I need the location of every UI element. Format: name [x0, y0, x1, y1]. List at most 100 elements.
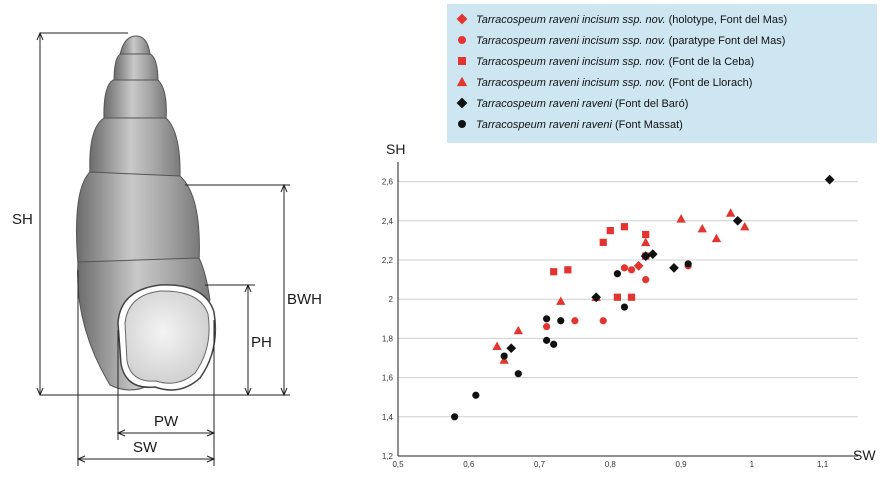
y-tick-label: 1,2 [382, 452, 394, 461]
data-point-triangle [697, 223, 707, 233]
series [492, 208, 750, 364]
legend-label: Tarracospeum raveni raveni (Font del Bar… [476, 98, 688, 110]
legend-marker-circle [458, 36, 466, 44]
data-point-circle [514, 370, 522, 378]
legend-species: Tarracospeum raveni incisum ssp. nov. [476, 56, 669, 68]
series [451, 260, 692, 421]
data-point-diamond [506, 343, 517, 354]
legend-marker-diamond [456, 13, 468, 25]
data-point-circle [599, 317, 607, 325]
sh-dimension [36, 31, 210, 397]
series [550, 223, 650, 301]
data-point-diamond [633, 261, 644, 271]
data-point-circle [543, 315, 551, 323]
data-point-square [599, 238, 607, 246]
legend-marker-triangle [456, 76, 468, 87]
legend-marker-diamond [456, 97, 468, 109]
legend-item: Tarracospeum raveni incisum ssp. nov. (F… [458, 56, 754, 68]
data-point-square [606, 227, 614, 235]
x-tick-label: 0,9 [676, 460, 688, 469]
legend-items: Tarracospeum raveni incisum ssp. nov. (h… [456, 13, 787, 131]
legend-label: Tarracospeum raveni incisum ssp. nov. (F… [476, 77, 752, 89]
data-point-diamond [647, 249, 658, 259]
x-axis-title: SW [853, 447, 876, 463]
bwh-label: BWH [287, 291, 322, 308]
x-tick-labels: 0,5 0,6 0,7 0,8 0,9 1 1,1 [392, 460, 828, 469]
sw-dimension [76, 270, 216, 466]
legend-label: Tarracospeum raveni incisum ssp. nov. (p… [476, 35, 785, 47]
series [633, 261, 644, 271]
data-point-square [550, 268, 558, 276]
legend-note: (Font Massat) [615, 119, 683, 131]
data-point-circle [472, 391, 480, 399]
legend-box [447, 4, 877, 143]
data-point-square [613, 293, 621, 301]
legend-item: Tarracospeum raveni incisum ssp. nov. (p… [458, 35, 785, 47]
y-tick-label: 1,4 [382, 413, 394, 422]
data-point-triangle [740, 222, 750, 231]
y-tick-label: 1,6 [382, 374, 394, 383]
data-point-circle [571, 317, 579, 325]
shell-illustration [76, 35, 217, 391]
legend-label: Tarracospeum raveni incisum ssp. nov. (h… [476, 14, 787, 26]
data-point-triangle [641, 237, 651, 247]
y-tick-label: 2,2 [382, 256, 394, 265]
data-point-diamond [824, 174, 835, 185]
legend-label: Tarracospeum raveni raveni (Font Massat) [476, 119, 683, 131]
data-point-circle [543, 323, 551, 331]
data-point-circle [642, 276, 650, 284]
x-tick-label: 0,6 [463, 460, 475, 469]
data-point-diamond [732, 215, 743, 226]
data-point-triangle [492, 341, 502, 350]
legend-note: (Font del Baró) [615, 98, 688, 110]
y-tick-label: 2,4 [382, 217, 394, 226]
legend-note: (holotype, Font del Mas) [669, 14, 788, 26]
data-point-square [642, 230, 650, 239]
data-point-circle [550, 340, 558, 348]
y-tick-label: 2,6 [382, 178, 394, 187]
ph-label: PH [251, 334, 272, 351]
data-point-diamond [640, 251, 651, 261]
legend-item: Tarracospeum raveni raveni (Font Massat) [458, 119, 683, 131]
legend-item: Tarracospeum raveni raveni (Font del Bar… [456, 97, 688, 110]
x-tick-label: 0,7 [534, 460, 546, 469]
data-point-circle [627, 266, 636, 274]
y-axis-title: SH [386, 141, 405, 157]
pw-label: PW [154, 413, 179, 430]
scatter-chart: 1,2 1,4 1,6 1,8 2 2,2 2,4 2,6 0,5 0,6 0,7 0,8 0,9 1 1… [382, 141, 876, 469]
data-point-triangle [556, 296, 566, 305]
data-point-circle [451, 413, 459, 421]
bwh-dimension [185, 183, 290, 397]
data-point-circle [620, 264, 629, 272]
legend-marker-circle [458, 120, 466, 128]
legend: Tarracospeum raveni incisum ssp. nov. (h… [447, 4, 877, 143]
legend-item: Tarracospeum raveni incisum ssp. nov. (F… [456, 76, 752, 89]
data-point-diamond [669, 262, 679, 273]
legend-note: (paratype Font del Mas) [669, 35, 786, 47]
data-point-square [627, 293, 636, 301]
ph-dimension [205, 283, 255, 397]
pw-dimension [116, 320, 216, 440]
series [506, 174, 835, 354]
x-tick-label: 1,1 [817, 460, 829, 469]
y-tick-label: 1,8 [382, 334, 394, 343]
y-tick-labels: 1,2 1,4 1,6 1,8 2 2,2 2,4 2,6 [382, 178, 394, 461]
sw-label: SW [133, 439, 158, 456]
x-tick-label: 0,5 [392, 460, 404, 469]
x-tick-label: 1 [750, 460, 755, 469]
grid [398, 181, 858, 418]
legend-species: Tarracospeum raveni incisum ssp. nov. [476, 14, 669, 26]
data-points [451, 174, 835, 421]
data-point-triangle [676, 214, 686, 223]
legend-label: Tarracospeum raveni incisum ssp. nov. (F… [476, 56, 754, 68]
y-tick-label: 2 [389, 295, 394, 304]
data-point-triangle [711, 233, 722, 243]
legend-species: Tarracospeum raveni incisum ssp. nov. [476, 35, 669, 47]
data-point-circle [620, 303, 629, 311]
shell-diagram: SH BWH PH PW [12, 31, 322, 466]
data-point-circle [613, 270, 621, 278]
legend-species: Tarracospeum raveni incisum ssp. nov. [476, 77, 669, 89]
data-point-square [620, 223, 629, 231]
legend-note: (Font de la Ceba) [669, 56, 755, 68]
data-point-square [564, 266, 572, 274]
